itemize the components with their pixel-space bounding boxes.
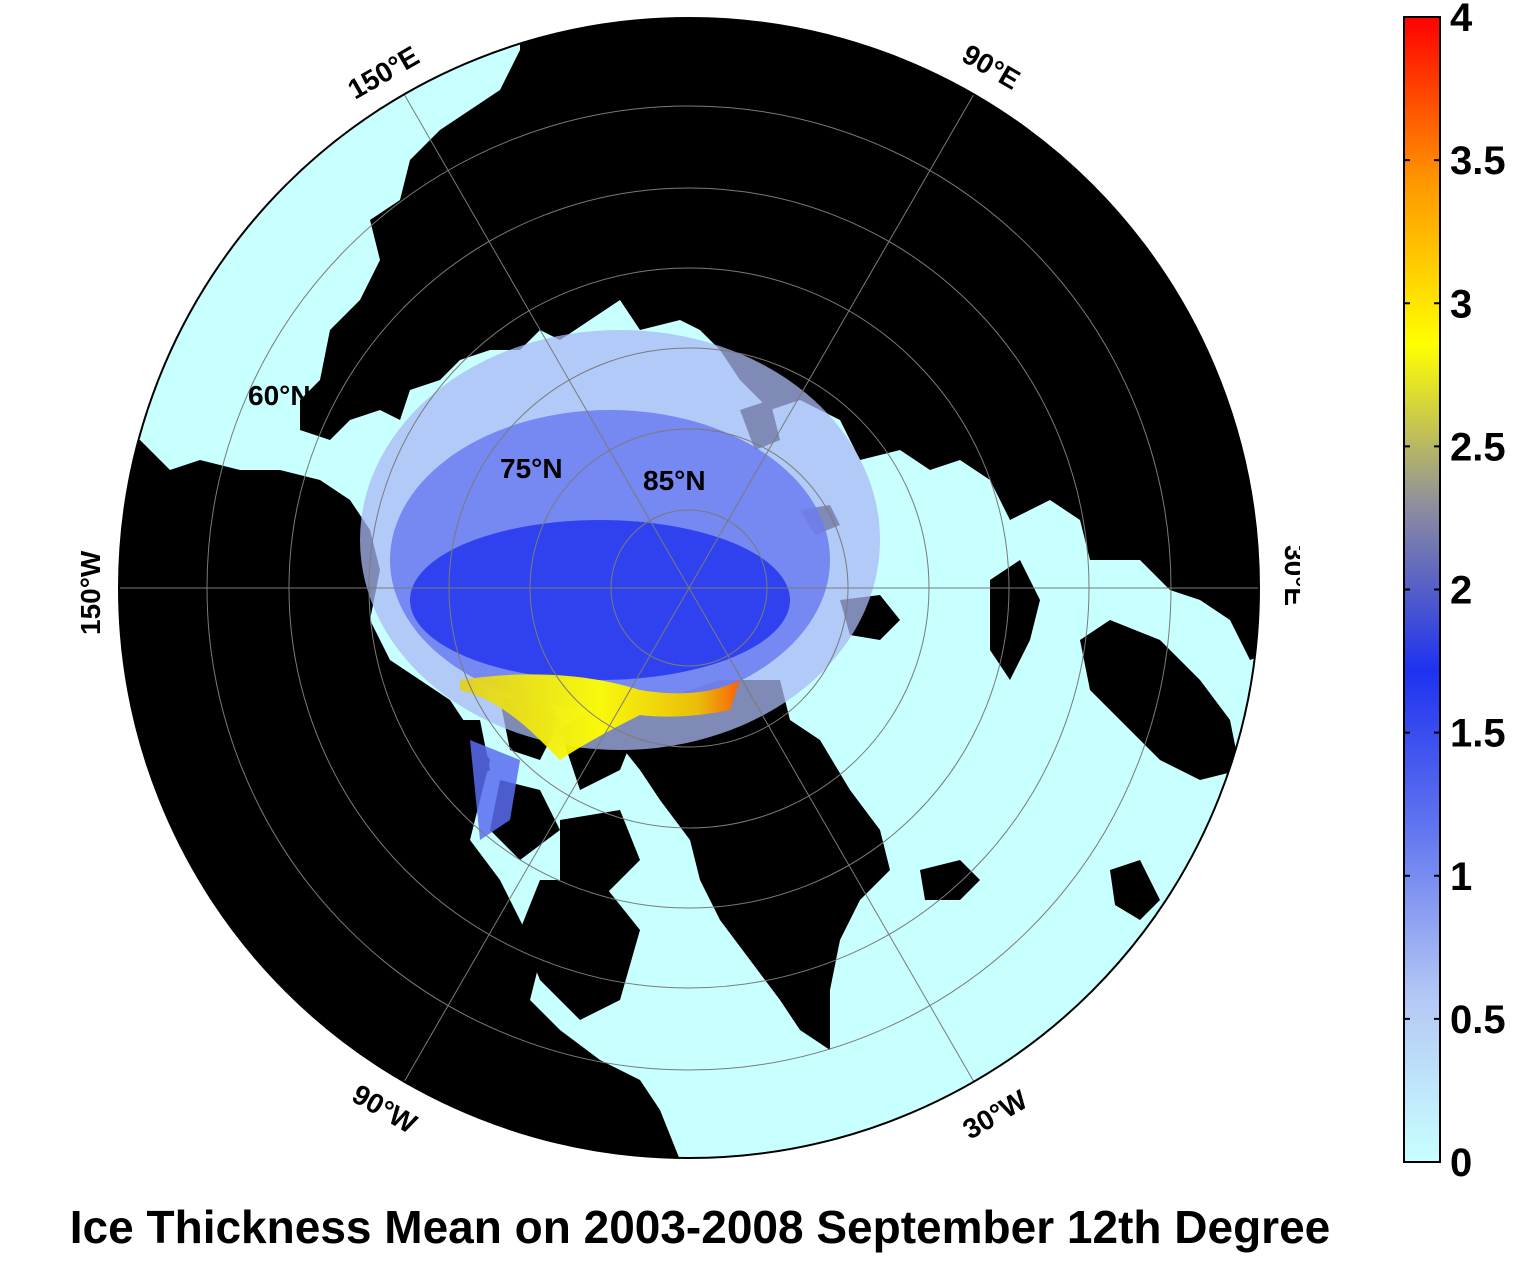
colorbar-tick-label: 1.5 xyxy=(1450,712,1506,756)
colorbar-tick-label: 3.5 xyxy=(1450,139,1506,183)
lon-label-30w: 30°W xyxy=(958,1084,1034,1146)
lon-label-90e: 90°E xyxy=(957,38,1025,95)
lon-label-90w: 90°W xyxy=(347,1078,423,1140)
lon-label-150w: 150°W xyxy=(75,550,106,635)
ice-thickest-band xyxy=(460,674,740,760)
map-title: Ice Thickness Mean on 2003-2008 Septembe… xyxy=(69,1201,1331,1253)
map-disc xyxy=(119,18,1259,1158)
ice-thick-core xyxy=(410,520,790,680)
colorbar: 0 0.5 1 1.5 2 2.5 3 3.5 4 xyxy=(1403,0,1506,1185)
ice-thickness-map: 60°N 75°N 85°N 150°E 90°E 30°E 30°W 90°W… xyxy=(75,17,1300,1159)
colorbar-tick-label: 0 xyxy=(1450,1141,1472,1185)
colorbar-tick-label: 3 xyxy=(1450,282,1472,326)
lon-label-30e: 30°E xyxy=(1279,545,1300,606)
land-iceland xyxy=(920,860,980,900)
meridian-150e-30w xyxy=(403,93,975,1083)
colorbar-ticks: 0 0.5 1 1.5 2 2.5 3 3.5 4 xyxy=(1404,0,1506,1185)
colorbar-tick-label: 2 xyxy=(1450,569,1472,613)
colorbar-tick-label: 1 xyxy=(1450,855,1472,899)
lat-label-85: 85°N xyxy=(643,465,706,496)
lat-label-60: 60°N xyxy=(248,380,311,411)
colorbar-tick-label: 0.5 xyxy=(1450,998,1506,1042)
graticule xyxy=(119,93,1259,1083)
land-archipelago-4 xyxy=(560,810,640,900)
sea-ice-field xyxy=(360,330,880,840)
land-eurasia xyxy=(300,18,1259,660)
colorbar-tick-label: 2.5 xyxy=(1450,425,1506,469)
map-boundary xyxy=(118,17,1260,1159)
land-baffin xyxy=(520,880,640,1020)
land-greenland xyxy=(600,680,890,1050)
ice-archipelago-channels xyxy=(470,740,520,840)
lat-label-75: 75°N xyxy=(500,453,563,484)
land-britain xyxy=(1110,860,1160,920)
colorbar-tick-label: 4 xyxy=(1450,0,1473,40)
land-scandinavia xyxy=(1080,620,1240,780)
